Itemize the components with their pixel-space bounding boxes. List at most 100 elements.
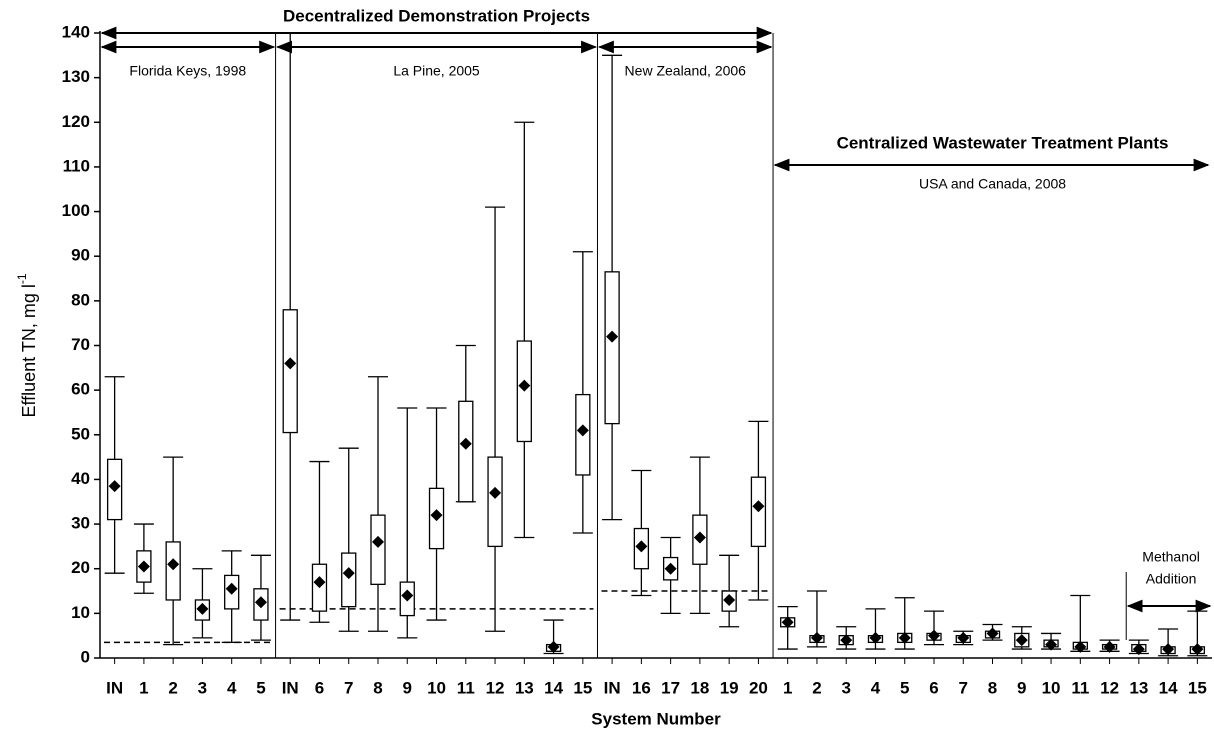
box bbox=[458, 400, 474, 503]
x-tick-label: 10 bbox=[1042, 678, 1061, 697]
mean-marker bbox=[1074, 640, 1087, 653]
mean-marker bbox=[869, 631, 882, 644]
x-tick-label: 8 bbox=[988, 678, 997, 697]
mean-marker bbox=[1015, 634, 1028, 647]
mean-marker bbox=[928, 629, 940, 642]
methanol-label: Addition bbox=[1146, 571, 1197, 587]
mean-marker bbox=[1191, 643, 1204, 656]
x-tick-label: 4 bbox=[227, 678, 237, 697]
x-tick-label: 8 bbox=[373, 678, 382, 697]
mean-marker bbox=[137, 560, 150, 573]
mean-marker bbox=[810, 631, 823, 644]
mean-marker bbox=[342, 567, 355, 580]
x-tick-label: 14 bbox=[544, 678, 563, 697]
x-tick-label: 3 bbox=[841, 678, 850, 697]
mean-marker bbox=[284, 357, 297, 370]
mean-marker bbox=[459, 437, 472, 450]
mean-marker bbox=[664, 562, 677, 575]
y-tick-label: 30 bbox=[71, 514, 90, 533]
mean-marker bbox=[547, 640, 560, 653]
box bbox=[165, 541, 181, 601]
y-tick-label: 10 bbox=[71, 603, 90, 622]
x-tick-label: 13 bbox=[515, 678, 534, 697]
box bbox=[370, 514, 386, 585]
x-tick-label: 18 bbox=[690, 678, 709, 697]
y-tick-label: 140 bbox=[62, 22, 90, 41]
mean-marker bbox=[576, 424, 589, 437]
x-tick-label: 1 bbox=[783, 678, 792, 697]
x-tick-label: 3 bbox=[198, 678, 207, 697]
x-tick-label: 6 bbox=[315, 678, 324, 697]
mean-marker bbox=[898, 631, 911, 644]
x-tick-label: IN bbox=[282, 678, 299, 697]
x-tick-label: 11 bbox=[1071, 678, 1089, 697]
mean-marker bbox=[372, 535, 384, 548]
x-tick-label: 15 bbox=[573, 678, 592, 697]
y-tick-label: 110 bbox=[63, 156, 90, 175]
x-tick-label: 2 bbox=[812, 678, 821, 697]
y-tick-label: 60 bbox=[71, 380, 90, 399]
x-tick-label: IN bbox=[106, 678, 123, 697]
mean-marker bbox=[518, 379, 531, 392]
centralized-title: Centralized Wastewater Treatment Plants bbox=[837, 133, 1169, 152]
mean-marker bbox=[401, 589, 414, 602]
mean-marker bbox=[108, 480, 121, 493]
mean-marker bbox=[489, 486, 502, 499]
y-tick-label: 70 bbox=[71, 335, 90, 354]
x-tick-label: 17 bbox=[661, 678, 680, 697]
mean-marker bbox=[693, 531, 706, 544]
y-tick-label: 130 bbox=[62, 67, 90, 86]
x-tick-label: 5 bbox=[900, 678, 909, 697]
x-tick-label: 6 bbox=[929, 678, 938, 697]
mean-marker bbox=[196, 602, 209, 615]
y-tick-label: 0 bbox=[81, 647, 90, 666]
mean-marker bbox=[1132, 643, 1145, 656]
y-tick-label: 40 bbox=[71, 469, 90, 488]
x-tick-label: 9 bbox=[403, 678, 412, 697]
x-tick-label: 7 bbox=[959, 678, 968, 697]
x-tick-label: 5 bbox=[256, 678, 265, 697]
x-tick-label: 14 bbox=[1159, 678, 1178, 697]
group-label: USA and Canada, 2008 bbox=[919, 176, 1066, 192]
x-tick-label: 9 bbox=[1017, 678, 1026, 697]
mean-marker bbox=[986, 627, 999, 640]
mean-marker bbox=[752, 500, 765, 513]
x-tick-label: 11 bbox=[457, 678, 475, 697]
mean-marker bbox=[430, 509, 443, 522]
mean-marker bbox=[1045, 638, 1058, 651]
mean-marker bbox=[225, 582, 238, 595]
y-tick-label: 20 bbox=[71, 558, 90, 577]
mean-marker bbox=[313, 576, 326, 589]
y-label-sup: -1 bbox=[15, 273, 29, 284]
mean-marker bbox=[840, 634, 853, 647]
mean-marker bbox=[254, 596, 267, 609]
mean-marker bbox=[167, 558, 180, 571]
group-label: New Zealand, 2006 bbox=[625, 63, 747, 79]
x-tick-label: 12 bbox=[486, 678, 505, 697]
y-tick-label: 90 bbox=[71, 246, 90, 265]
y-tick-label: 50 bbox=[71, 424, 90, 443]
group-label: La Pine, 2005 bbox=[393, 63, 480, 79]
x-tick-label: 1 bbox=[139, 678, 148, 697]
y-label-main: Effluent TN, mg l bbox=[19, 284, 39, 417]
y-tick-label: 120 bbox=[62, 112, 90, 131]
x-tick-label: 13 bbox=[1129, 678, 1148, 697]
y-axis-label: Effluent TN, mg l-1 bbox=[15, 273, 39, 417]
y-tick-label: 80 bbox=[71, 290, 90, 309]
methanol-label: Methanol bbox=[1142, 549, 1200, 565]
x-tick-label: 15 bbox=[1188, 678, 1207, 697]
mean-marker bbox=[1162, 643, 1175, 656]
x-tick-label: 19 bbox=[720, 678, 739, 697]
x-axis-label: System Number bbox=[591, 709, 721, 728]
group-label: Florida Keys, 1998 bbox=[129, 63, 246, 79]
x-tick-label: IN bbox=[604, 678, 621, 697]
x-tick-label: 12 bbox=[1100, 678, 1119, 697]
box bbox=[341, 552, 357, 608]
box bbox=[604, 271, 620, 425]
mean-marker bbox=[606, 330, 619, 343]
box bbox=[282, 309, 298, 434]
x-tick-label: 2 bbox=[168, 678, 177, 697]
decentralized-title: Decentralized Demonstration Projects bbox=[283, 6, 590, 25]
